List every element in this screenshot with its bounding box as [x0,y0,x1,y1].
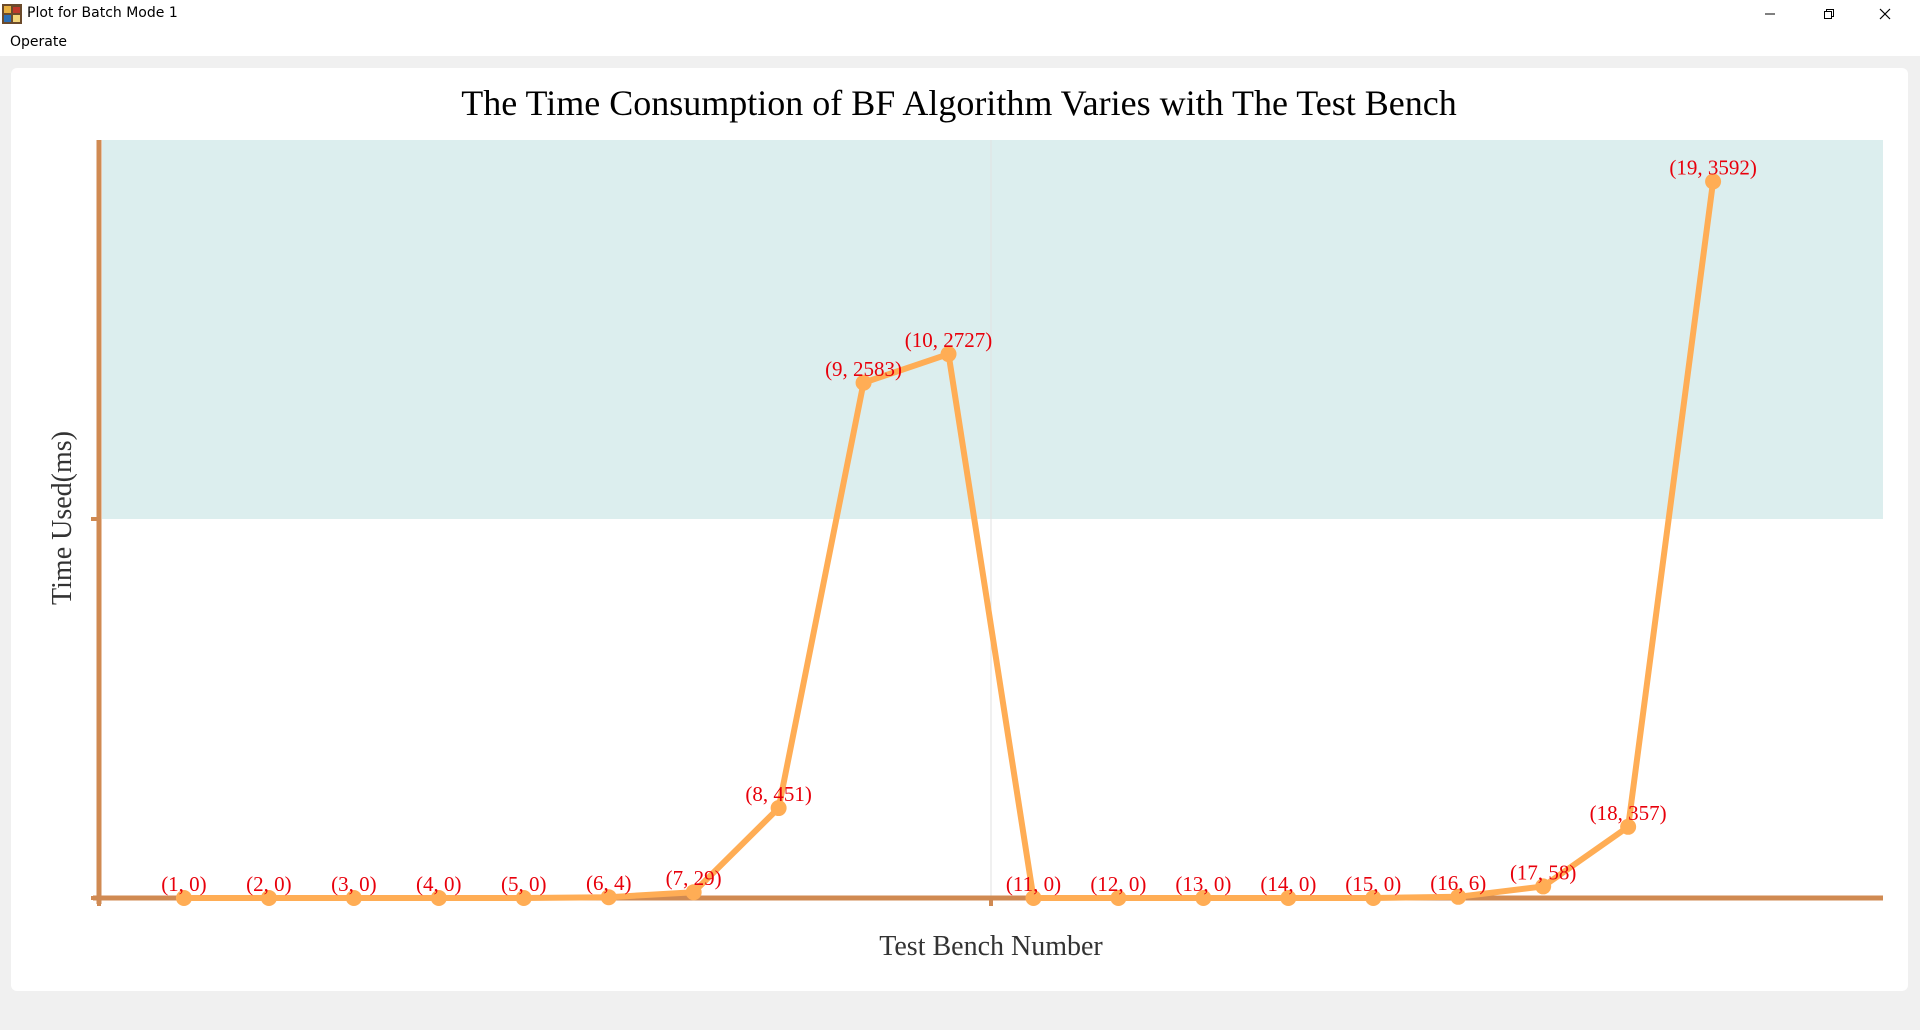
menu-item-operate[interactable]: Operate [10,34,67,50]
data-point [1450,888,1467,905]
data-label: (10, 2727) [905,328,993,352]
menu-bar: Operate [0,28,1920,56]
chart-panel: (1, 0) (2, 0) (3, 0) (4, 0) (5, 0) (6, 4) (7, … [11,68,1908,991]
data-point [855,374,872,391]
data-points [175,173,1722,906]
data-label: (14, 0) [1260,872,1316,896]
restore-icon [1824,9,1834,19]
close-icon [1879,8,1891,20]
data-point [1280,890,1297,906]
data-label: (12, 0) [1090,872,1146,896]
maximize-button[interactable] [1806,0,1852,28]
window-title: Plot for Batch Mode 1 [27,5,178,21]
data-point [1705,173,1722,190]
data-point [430,890,447,906]
data-point [1195,890,1212,906]
data-label: (3, 0) [331,872,377,896]
x-axis-label: Test Bench Number [879,931,1103,962]
data-label: (8, 451) [745,782,812,806]
data-point [260,890,277,906]
data-point [515,890,532,906]
data-point [1110,890,1127,906]
data-point [1025,890,1042,906]
data-label: (16, 6) [1430,871,1486,895]
data-point [175,890,192,906]
minimize-icon [1765,13,1775,15]
data-label: (7, 29) [666,866,722,890]
data-label: (5, 0) [501,872,547,896]
data-point [1620,818,1637,835]
data-point [1365,890,1382,906]
data-point [940,346,957,363]
data-label: (2, 0) [246,872,292,896]
data-point [770,800,787,817]
line-chart: (1, 0) (2, 0) (3, 0) (4, 0) (5, 0) (6, 4) (7, … [47,83,1883,962]
data-label: (19, 3592) [1669,155,1757,179]
data-point [345,890,362,906]
data-label: (17, 58) [1510,860,1577,884]
data-point [600,889,617,906]
title-bar: Plot for Batch Mode 1 [0,0,1920,28]
data-label: (6, 4) [586,871,632,895]
data-label: (13, 0) [1175,872,1231,896]
data-point [685,884,702,901]
data-label: (1, 0) [161,872,207,896]
data-label: (15, 0) [1345,872,1401,896]
data-label: (18, 357) [1590,801,1667,825]
data-label: (4, 0) [416,872,462,896]
close-button[interactable] [1862,0,1908,28]
data-point [1535,878,1552,895]
data-label: (9, 2583) [825,357,902,381]
data-label: (11, 0) [1006,872,1061,896]
shaded-band [102,140,1883,519]
y-axis-label: Time Used(ms) [47,431,78,605]
data-labels: (1, 0) (2, 0) (3, 0) (4, 0) (5, 0) (6, 4) (7, … [161,155,1757,896]
chart-title: The Time Consumption of BF Algorithm Var… [461,83,1457,123]
app-icon [2,4,22,24]
minimize-button[interactable] [1747,0,1793,28]
